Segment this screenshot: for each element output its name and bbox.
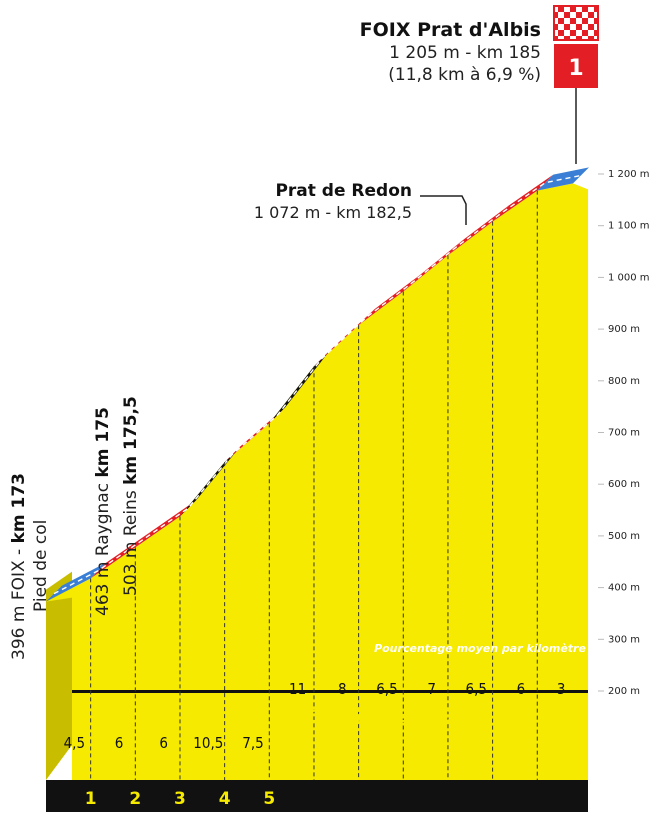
y-tick-label: 1 200 m — [608, 169, 650, 180]
y-tick-label: 800 m — [608, 376, 640, 387]
y-tick-label: 1 000 m — [608, 272, 650, 283]
y-tick-label: 300 m — [608, 634, 640, 645]
km-label: 1 — [85, 789, 97, 809]
gradient-label: 7,5 — [242, 734, 263, 752]
surface-segment — [90, 531, 152, 579]
km-label: 2 — [129, 789, 141, 809]
km-label: 8 — [397, 707, 409, 727]
y-tick-label: 200 m — [608, 686, 640, 697]
y-tick-label: 600 m — [608, 479, 640, 490]
waypoint-name: Prat de Redon — [275, 181, 412, 201]
base-bar — [46, 780, 588, 812]
finish-annotation: FOIX Prat d'Albis 1 205 m - km 185 (11,8… — [360, 5, 599, 164]
gradient-label: 8 — [338, 680, 347, 698]
km-label: 4 — [219, 789, 231, 809]
surface-segment — [358, 275, 420, 326]
profile-surface — [46, 167, 589, 602]
gradient-label: 3 — [557, 680, 566, 698]
gradient-label: 6,5 — [466, 680, 487, 698]
gradient-label: 10,5 — [193, 734, 223, 752]
km-label: 3 — [174, 789, 186, 809]
gradient-label: 6,5 — [376, 680, 397, 698]
km-label: 11 — [525, 707, 549, 727]
y-tick-label: 400 m — [608, 583, 640, 594]
km-label: 7 — [353, 707, 365, 727]
profile-body — [46, 183, 588, 812]
gradient-label: 4,5 — [64, 734, 85, 752]
waypoint-prat-de-redon: Prat de Redon 1 072 m - km 182,5 — [254, 181, 467, 225]
foix-sublabel: Pied de col — [31, 520, 51, 612]
finish-climb-stats: (11,8 km à 6,9 %) — [388, 65, 541, 85]
waypoint-detail: 1 072 m - km 182,5 — [254, 203, 412, 222]
gradient-label: 6 — [517, 680, 526, 698]
upper-base-bar — [72, 690, 588, 693]
waypoint-leader-line — [420, 195, 467, 225]
surface-segment — [492, 174, 554, 222]
km-label: 6 — [308, 707, 320, 727]
km-label: 9 — [442, 707, 454, 727]
gradient-label: 11 — [289, 680, 306, 698]
surface-segment — [537, 167, 589, 191]
km-labels: 1 2 3 4 5 6 7 8 9 10 11 — [85, 707, 549, 809]
gradient-labels: 4,5 6 6 10,5 7,511 8 6,5 7 6,5 6 3 — [64, 680, 566, 752]
surface-segment — [447, 205, 509, 256]
right-face — [573, 183, 588, 781]
km-separators — [90, 190, 538, 780]
gradient-label: 6 — [115, 734, 124, 752]
category-badge — [554, 44, 598, 88]
km-label: 5 — [263, 789, 275, 809]
y-tick-label: 700 m — [608, 428, 640, 439]
surface-centerline — [53, 174, 582, 595]
finish-flag-icon — [553, 5, 599, 41]
gradient-label: 6 — [159, 734, 168, 752]
surface-segment — [46, 562, 107, 602]
start-labels: 396 m FOIX - km 173 Pied de col 463 m Ra… — [9, 396, 141, 660]
finish-altitude-km: 1 205 m - km 185 — [389, 43, 541, 63]
finish-name: FOIX Prat d'Albis — [360, 19, 541, 41]
foix-label: 396 m FOIX - km 173 — [9, 473, 29, 660]
avg-gradient-note: Pourcentage moyen par kilomètre — [374, 642, 586, 655]
y-tick-label: 1 100 m — [608, 221, 650, 232]
profile-fill — [46, 183, 573, 781]
front-face — [72, 693, 588, 780]
km-label: 10 — [481, 707, 505, 727]
gradient-label: 7 — [427, 680, 436, 698]
profile-side-face — [46, 571, 72, 780]
reins-label: 503 m Reins km 175,5 — [121, 396, 141, 596]
y-tick-label: 900 m — [608, 324, 640, 335]
y-tick-label: 500 m — [608, 531, 640, 542]
surface-segment — [135, 500, 196, 548]
y-axis-ticks: 200 m 300 m 400 m 500 m 600 m 700 m 800 m 900 m… — [598, 169, 650, 697]
raygnac-label: 463 m Raygnac km 175 — [93, 407, 113, 616]
category-label: 1 — [568, 56, 583, 81]
